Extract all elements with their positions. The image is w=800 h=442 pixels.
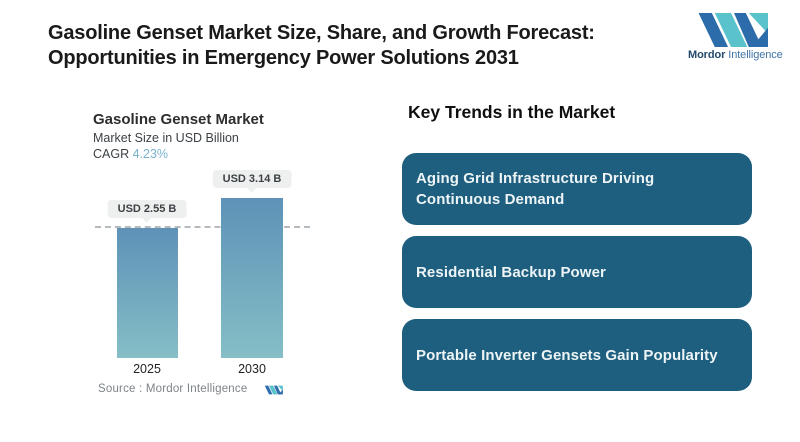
source-label: Source : <box>98 383 146 395</box>
mordor-intelligence-logo-icon <box>688 13 780 47</box>
bar-2025 <box>117 228 178 358</box>
trend-item-label: Aging Grid Infrastructure Driving Contin… <box>416 170 655 208</box>
x-tick-2025: 2025 <box>133 362 161 376</box>
source-value: Mordor Intelligence <box>145 383 248 395</box>
value-label-2030: USD 3.14 B <box>212 170 292 188</box>
brand-name-light: Intelligence <box>725 49 783 61</box>
reference-dashed-line <box>95 226 310 228</box>
brand-logo: Mordor Intelligence <box>688 13 783 61</box>
trend-item-residential-backup: Residential Backup Power <box>402 236 752 308</box>
chart-title: Gasoline Genset Market <box>93 111 264 128</box>
cagr-value: 4.23% <box>132 147 169 161</box>
trend-item-aging-grid: Aging Grid Infrastructure Driving Contin… <box>402 153 752 225</box>
trends-list: Aging Grid Infrastructure Driving Contin… <box>402 153 752 402</box>
brand-logo-text: Mordor Intelligence <box>688 49 783 61</box>
brand-name-bold: Mordor <box>688 49 726 61</box>
trend-item-label: Residential Backup Power <box>416 263 606 281</box>
cagr-label: CAGR <box>93 147 133 161</box>
value-label-2025: USD 2.55 B <box>107 200 187 218</box>
chart-cagr: CAGR 4.23% <box>93 147 168 161</box>
chart-subtitle: Market Size in USD Billion <box>93 131 239 145</box>
trend-item-portable-inverter: Portable Inverter Gensets Gain Popularit… <box>402 319 752 391</box>
trend-item-label: Portable Inverter Gensets Gain Popularit… <box>416 346 718 364</box>
source-logo-icon <box>264 382 284 400</box>
source-attribution: Source : Mordor Intelligence <box>98 383 247 395</box>
bar-2030 <box>221 198 283 358</box>
trends-heading: Key Trends in the Market <box>408 102 616 122</box>
page-title: Gasoline Genset Market Size, Share, and … <box>48 22 595 69</box>
bar-chart: USD 2.55 B USD 3.14 B 2025 2030 <box>95 170 310 376</box>
x-tick-2030: 2030 <box>238 362 266 376</box>
